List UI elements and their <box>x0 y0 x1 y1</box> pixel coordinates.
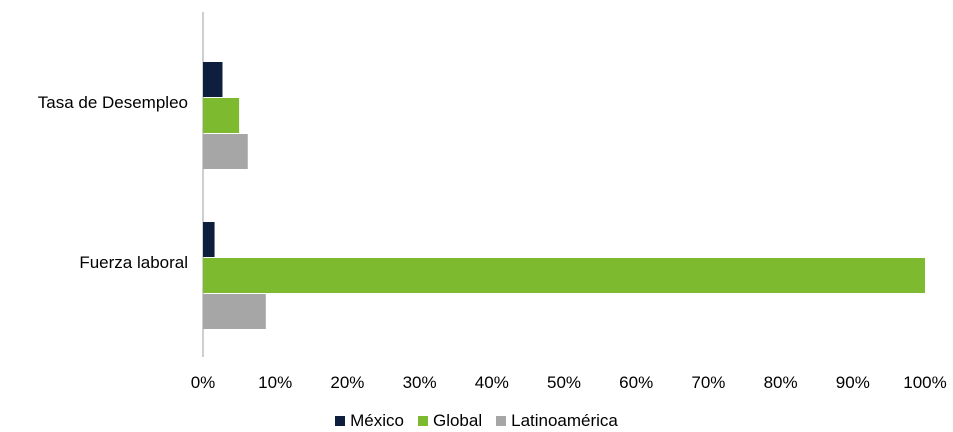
legend: México Global Latinoamérica <box>0 411 953 431</box>
x-tick-label: 100% <box>903 373 946 392</box>
x-tick-label: 40% <box>475 373 509 392</box>
bar <box>203 98 240 133</box>
legend-swatch <box>335 416 346 426</box>
x-tick-label: 80% <box>764 373 798 392</box>
bar <box>203 134 248 169</box>
x-tick-label: 90% <box>836 373 870 392</box>
legend-label: Latinoamérica <box>511 411 618 430</box>
legend-item: Latinoamérica <box>496 411 618 431</box>
x-tick-label: 70% <box>691 373 725 392</box>
x-tick-label: 30% <box>403 373 437 392</box>
legend-item: México <box>335 411 404 431</box>
category-label: Fuerza laboral <box>79 253 188 272</box>
bar <box>203 294 266 329</box>
x-tick-label: 20% <box>330 373 364 392</box>
bar <box>203 258 925 293</box>
bar <box>203 222 215 257</box>
x-tick-label: 50% <box>547 373 581 392</box>
legend-label: Global <box>432 411 483 430</box>
legend-swatch <box>496 416 507 426</box>
bar <box>203 62 223 97</box>
legend-swatch <box>417 416 428 426</box>
legend-item: Global <box>417 411 483 431</box>
x-tick-label: 0% <box>191 373 216 392</box>
x-tick-label: 60% <box>619 373 653 392</box>
x-tick-label: 10% <box>258 373 292 392</box>
legend-label: México <box>350 411 404 430</box>
category-label: Tasa de Desempleo <box>38 93 188 112</box>
